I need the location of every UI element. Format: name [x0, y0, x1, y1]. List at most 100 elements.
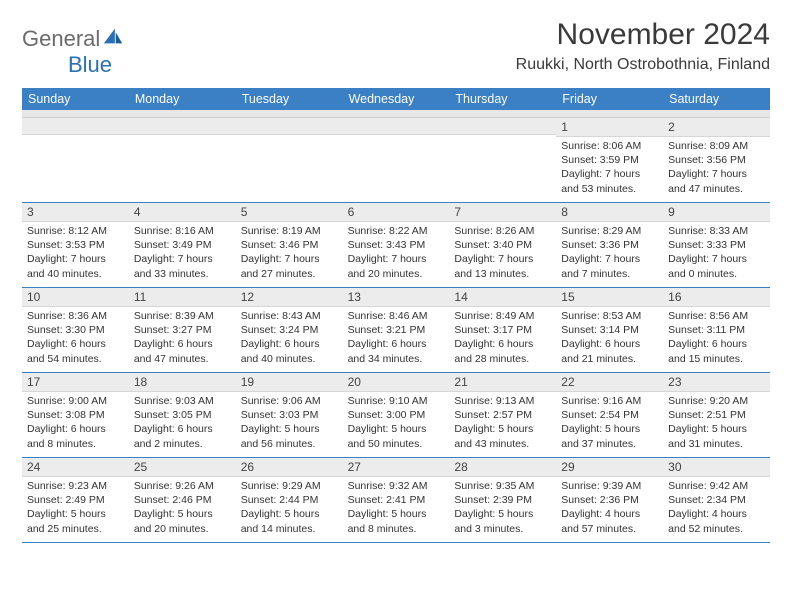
sunrise-text: Sunrise: 9:26 AM [134, 479, 231, 493]
sunset-text: Sunset: 3:05 PM [134, 408, 231, 422]
day-body: Sunrise: 8:53 AMSunset: 3:14 PMDaylight:… [556, 307, 663, 370]
day-cell [22, 118, 129, 202]
day-body: Sunrise: 9:00 AMSunset: 3:08 PMDaylight:… [22, 392, 129, 455]
sunrise-text: Sunrise: 8:16 AM [134, 224, 231, 238]
sunset-text: Sunset: 2:49 PM [27, 493, 124, 507]
sunrise-text: Sunrise: 8:26 AM [454, 224, 551, 238]
daylight-text: Daylight: 4 hours and 57 minutes. [561, 507, 658, 535]
day-number: 9 [663, 203, 770, 222]
sunset-text: Sunset: 3:17 PM [454, 323, 551, 337]
day-header: Sunday [22, 88, 129, 110]
day-cell: 13Sunrise: 8:46 AMSunset: 3:21 PMDayligh… [343, 288, 450, 372]
day-body: Sunrise: 8:46 AMSunset: 3:21 PMDaylight:… [343, 307, 450, 370]
day-cell: 8Sunrise: 8:29 AMSunset: 3:36 PMDaylight… [556, 203, 663, 287]
day-body: Sunrise: 8:29 AMSunset: 3:36 PMDaylight:… [556, 222, 663, 285]
sunrise-text: Sunrise: 8:36 AM [27, 309, 124, 323]
sunrise-text: Sunrise: 9:29 AM [241, 479, 338, 493]
day-cell [343, 118, 450, 202]
day-cell: 20 Sunrise: 9:10 AMSunset: 3:00 PMDayligh… [343, 373, 450, 457]
day-number: 5 [236, 203, 343, 222]
sunset-text: Sunset: 2:57 PM [454, 408, 551, 422]
daylight-text: Daylight: 6 hours and 40 minutes. [241, 337, 338, 365]
day-cell: 9Sunrise: 8:33 AMSunset: 3:33 PMDaylight… [663, 203, 770, 287]
day-body: Sunrise: 9:29 AMSunset: 2:44 PMDaylight:… [236, 477, 343, 540]
day-number: 18 [129, 373, 236, 392]
sunset-text: Sunset: 2:51 PM [668, 408, 765, 422]
daylight-text: Daylight: 7 hours and 20 minutes. [348, 252, 445, 280]
day-number: 20 [343, 373, 450, 392]
day-body: Sunrise: 8:09 AMSunset: 3:56 PMDaylight:… [663, 137, 770, 200]
daylight-text: Daylight: 5 hours and 43 minutes. [454, 422, 551, 450]
day-number: 27 [343, 458, 450, 477]
day-cell: 3Sunrise: 8:12 AMSunset: 3:53 PMDaylight… [22, 203, 129, 287]
sunset-text: Sunset: 3:36 PM [561, 238, 658, 252]
daylight-text: Daylight: 7 hours and 40 minutes. [27, 252, 124, 280]
sunset-text: Sunset: 3:59 PM [561, 153, 658, 167]
sunrise-text: Sunrise: 8:09 AM [668, 139, 765, 153]
day-body: Sunrise: 8:06 AMSunset: 3:59 PMDaylight:… [556, 137, 663, 200]
day-number: 17 [22, 373, 129, 392]
daylight-text: Daylight: 5 hours and 25 minutes. [27, 507, 124, 535]
day-body: Sunrise: 9:23 AMSunset: 2:49 PMDaylight:… [22, 477, 129, 540]
day-cell: 29Sunrise: 9:39 AMSunset: 2:36 PMDayligh… [556, 458, 663, 542]
day-body: Sunrise: 8:36 AMSunset: 3:30 PMDaylight:… [22, 307, 129, 370]
daylight-text: Daylight: 5 hours and 3 minutes. [454, 507, 551, 535]
day-cell: 11Sunrise: 8:39 AMSunset: 3:27 PMDayligh… [129, 288, 236, 372]
daylight-text: Daylight: 4 hours and 52 minutes. [668, 507, 765, 535]
day-body: Sunrise: 8:19 AMSunset: 3:46 PMDaylight:… [236, 222, 343, 285]
sunset-text: Sunset: 3:49 PM [134, 238, 231, 252]
daylight-text: Daylight: 7 hours and 53 minutes. [561, 167, 658, 195]
day-body: Sunrise: 9:13 AMSunset: 2:57 PMDaylight:… [449, 392, 556, 455]
day-cell: 21Sunrise: 9:13 AMSunset: 2:57 PMDayligh… [449, 373, 556, 457]
sunset-text: Sunset: 3:53 PM [27, 238, 124, 252]
sunset-text: Sunset: 2:46 PM [134, 493, 231, 507]
day-number: 8 [556, 203, 663, 222]
day-number: 13 [343, 288, 450, 307]
day-cell [236, 118, 343, 202]
day-header: Wednesday [343, 88, 450, 110]
daylight-text: Daylight: 7 hours and 33 minutes. [134, 252, 231, 280]
day-number: 2 [663, 118, 770, 137]
day-number: 21 [449, 373, 556, 392]
day-cell: 30Sunrise: 9:42 AMSunset: 2:34 PMDayligh… [663, 458, 770, 542]
sunrise-text: Sunrise: 9:10 AM [348, 394, 445, 408]
daylight-text: Daylight: 5 hours and 50 minutes. [348, 422, 445, 450]
sunrise-text: Sunrise: 8:33 AM [668, 224, 765, 238]
sunrise-text: Sunrise: 8:39 AM [134, 309, 231, 323]
header-row: General Blue November 2024 Ruukki, North… [22, 18, 770, 78]
sunset-text: Sunset: 3:40 PM [454, 238, 551, 252]
day-number: 3 [22, 203, 129, 222]
day-header: Tuesday [236, 88, 343, 110]
sunrise-text: Sunrise: 8:49 AM [454, 309, 551, 323]
sunrise-text: Sunrise: 8:56 AM [668, 309, 765, 323]
day-number: 4 [129, 203, 236, 222]
day-body: Sunrise: 9:26 AMSunset: 2:46 PMDaylight:… [129, 477, 236, 540]
day-number: 26 [236, 458, 343, 477]
day-number: 29 [556, 458, 663, 477]
sunrise-text: Sunrise: 9:35 AM [454, 479, 551, 493]
daylight-text: Daylight: 7 hours and 47 minutes. [668, 167, 765, 195]
sunrise-text: Sunrise: 8:43 AM [241, 309, 338, 323]
day-number [22, 118, 129, 135]
sunset-text: Sunset: 3:11 PM [668, 323, 765, 337]
day-body: Sunrise: 8:22 AMSunset: 3:43 PMDaylight:… [343, 222, 450, 285]
sunset-text: Sunset: 3:00 PM [348, 408, 445, 422]
day-body [343, 135, 450, 195]
day-header-row: Sunday Monday Tuesday Wednesday Thursday… [22, 88, 770, 110]
day-cell: 6Sunrise: 8:22 AMSunset: 3:43 PMDaylight… [343, 203, 450, 287]
location: Ruukki, North Ostrobothnia, Finland [516, 56, 770, 74]
daylight-text: Daylight: 6 hours and 2 minutes. [134, 422, 231, 450]
sail-icon [102, 26, 124, 46]
day-number: 28 [449, 458, 556, 477]
sunset-text: Sunset: 2:36 PM [561, 493, 658, 507]
day-cell [129, 118, 236, 202]
sunset-text: Sunset: 3:27 PM [134, 323, 231, 337]
day-cell: 4 Sunrise: 8:16 AMSunset: 3:49 PMDaylight… [129, 203, 236, 287]
sunrise-text: Sunrise: 9:03 AM [134, 394, 231, 408]
sunset-text: Sunset: 2:54 PM [561, 408, 658, 422]
sunset-text: Sunset: 2:39 PM [454, 493, 551, 507]
day-cell: 17Sunrise: 9:00 AMSunset: 3:08 PMDayligh… [22, 373, 129, 457]
sunrise-text: Sunrise: 8:06 AM [561, 139, 658, 153]
day-body: Sunrise: 9:06 AMSunset: 3:03 PMDaylight:… [236, 392, 343, 455]
sunset-text: Sunset: 3:03 PM [241, 408, 338, 422]
